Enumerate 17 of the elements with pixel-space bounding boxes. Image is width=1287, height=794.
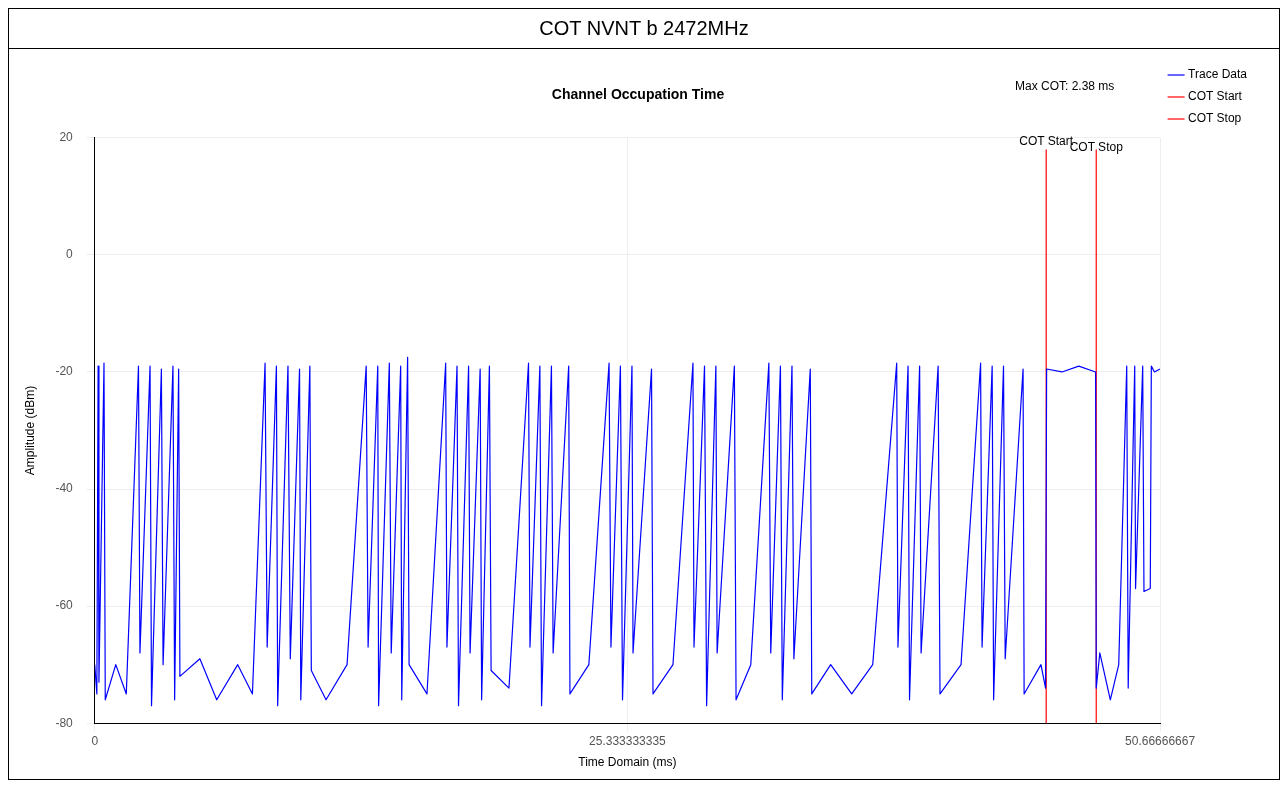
y-tick-label: -80 bbox=[55, 715, 74, 730]
y-tick-label: 20 bbox=[59, 130, 74, 145]
y-tick-label: -40 bbox=[55, 481, 74, 496]
y-tick-label: 0 bbox=[66, 247, 74, 262]
x-axis-title: Time Domain (ms) bbox=[578, 755, 677, 770]
text: Max COT: 2.38 ms bbox=[1015, 79, 1115, 94]
x-tick-label: 25.333333335 bbox=[589, 733, 667, 748]
chart-subtitle: Channel Occupation Time bbox=[551, 86, 725, 103]
y-tick-label: -60 bbox=[55, 598, 74, 613]
chart-title: COT NVNT b 2472MHz bbox=[9, 9, 1279, 49]
x-tick-label: 0 bbox=[91, 733, 99, 748]
legend-label: COT Start bbox=[1188, 89, 1243, 104]
x-tick-label: 50.66666667 bbox=[1125, 733, 1196, 748]
y-tick-label: -20 bbox=[55, 364, 74, 379]
legend-label: Trace Data bbox=[1188, 67, 1248, 82]
y-axis-title: Amplitude (dBm) bbox=[22, 385, 37, 476]
legend-label: COT Stop bbox=[1188, 111, 1242, 126]
